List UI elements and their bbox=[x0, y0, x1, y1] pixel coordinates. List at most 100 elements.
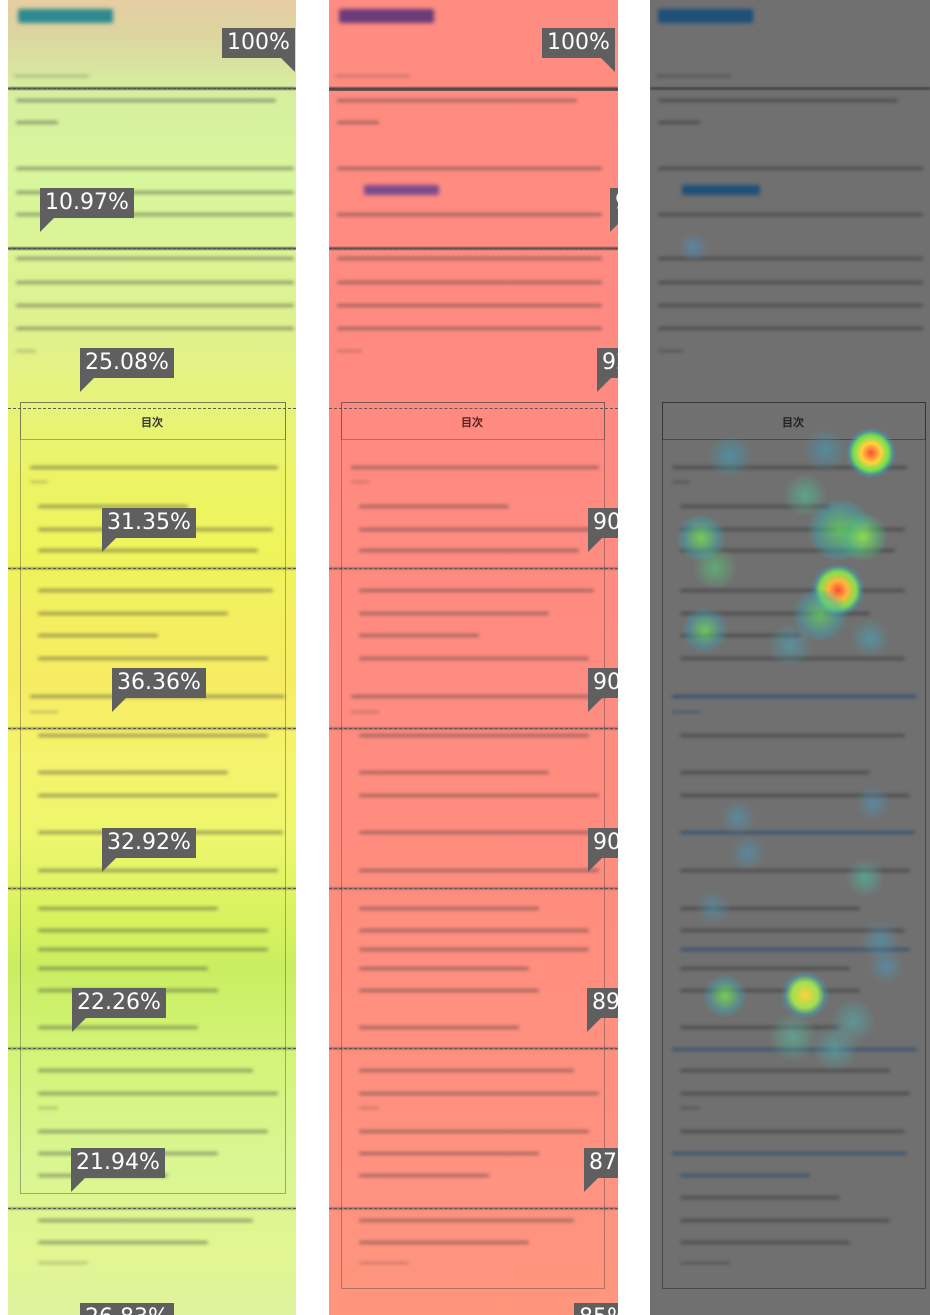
attention-heatmap-panel: 目次 100% 10.97% 25.08% 31.35% 36.36% 32.9… bbox=[8, 0, 296, 1315]
blurred-text-line bbox=[672, 466, 907, 469]
fold-line bbox=[8, 248, 296, 249]
blurred-text-line bbox=[30, 711, 58, 713]
blurred-text-line bbox=[359, 1069, 574, 1072]
blurred-text-line bbox=[38, 907, 218, 910]
blurred-text-line bbox=[359, 948, 589, 951]
blurred-text-line bbox=[16, 327, 294, 330]
blurred-text-line bbox=[16, 213, 294, 216]
blurred-text-line bbox=[16, 121, 58, 124]
fold-line bbox=[8, 88, 296, 89]
fold-line bbox=[329, 568, 618, 569]
blurred-text-line bbox=[359, 1130, 589, 1133]
blurred-text-line bbox=[680, 1262, 730, 1264]
fold-line bbox=[329, 88, 618, 91]
toc-title: 目次 bbox=[782, 416, 804, 429]
attention-rate-label: 100% bbox=[222, 28, 295, 72]
scroll-reach-heatmap-panel: 目次 100% 97% 92% 90% 90% 90% 89% 87% 85% bbox=[329, 0, 618, 1315]
scroll-reach-label: 90% bbox=[588, 508, 618, 552]
blurred-text-line bbox=[359, 1219, 574, 1222]
blurred-text-line bbox=[351, 481, 369, 483]
blurred-text-line bbox=[680, 505, 830, 508]
blurred-text-line bbox=[658, 167, 923, 170]
attention-rate-label: 21.94% bbox=[71, 1148, 165, 1192]
blurred-text-line bbox=[672, 1152, 907, 1155]
blurred-text-line bbox=[38, 794, 278, 797]
blurred-text-line bbox=[351, 695, 606, 698]
scroll-reach-label: 97% bbox=[610, 188, 618, 232]
fold-line bbox=[329, 888, 618, 889]
blurred-text-line bbox=[359, 1174, 489, 1177]
toc-header-box bbox=[662, 402, 926, 440]
blurred-text-line bbox=[680, 549, 895, 552]
attention-rate-label: 26.83% bbox=[80, 1303, 174, 1315]
blurred-text-line bbox=[30, 481, 48, 483]
attention-rate-label: 31.35% bbox=[102, 508, 196, 552]
category-tag bbox=[339, 9, 434, 23]
blurred-text-line bbox=[359, 929, 589, 932]
blurred-text-line bbox=[680, 1092, 910, 1095]
table-of-contents bbox=[662, 402, 926, 1289]
blurred-text-line bbox=[359, 907, 539, 910]
blurred-text-line bbox=[658, 99, 898, 102]
blurred-text-line bbox=[656, 75, 731, 77]
blurred-text-line bbox=[337, 213, 602, 216]
section-divider bbox=[650, 87, 930, 90]
blurred-text-line bbox=[337, 327, 602, 330]
blurred-text-line bbox=[359, 1262, 409, 1264]
blurred-text-line bbox=[38, 549, 258, 552]
fold-line bbox=[329, 408, 618, 409]
fold-line bbox=[8, 888, 296, 889]
blurred-text-line bbox=[680, 1130, 905, 1133]
blurred-text-line bbox=[680, 634, 800, 637]
blurred-text-line bbox=[38, 589, 273, 592]
scroll-reach-label: 87% bbox=[584, 1148, 618, 1192]
blurred-text-line bbox=[359, 528, 594, 531]
blurred-text-line bbox=[337, 281, 602, 284]
table-of-contents bbox=[341, 402, 605, 1289]
fold-line bbox=[329, 728, 618, 729]
blurred-text-line bbox=[680, 1241, 850, 1244]
fold-line bbox=[8, 728, 296, 729]
blurred-text-line bbox=[359, 989, 539, 992]
blurred-text-line bbox=[38, 657, 268, 660]
blurred-text-line bbox=[337, 304, 602, 307]
blurred-text-line bbox=[680, 734, 905, 737]
blurred-text-line bbox=[359, 967, 529, 970]
fold-line bbox=[8, 568, 296, 569]
category-tag bbox=[658, 9, 753, 23]
blurred-text-line bbox=[680, 771, 870, 774]
blurred-text-line bbox=[38, 869, 278, 872]
blurred-text-line bbox=[16, 191, 294, 194]
attention-rate-label: 36.36% bbox=[112, 668, 206, 712]
blurred-text-line bbox=[658, 350, 683, 352]
blurred-text-line bbox=[337, 350, 362, 352]
blurred-text-line bbox=[38, 771, 228, 774]
blurred-text-line bbox=[359, 657, 589, 660]
fold-line bbox=[329, 1208, 618, 1209]
blurred-text-line bbox=[38, 1130, 268, 1133]
blurred-text-line bbox=[351, 466, 599, 469]
blurred-text-line bbox=[658, 213, 923, 216]
blurred-text-line bbox=[672, 695, 917, 698]
toc-header-box bbox=[20, 402, 286, 440]
blurred-text-line bbox=[680, 1196, 840, 1199]
scroll-reach-label: 92% bbox=[597, 348, 618, 392]
blurred-text-line bbox=[38, 1219, 253, 1222]
blurred-text-line bbox=[359, 505, 509, 508]
category-tag bbox=[18, 9, 113, 23]
attention-rate-label: 22.26% bbox=[72, 988, 166, 1032]
blurred-text-line bbox=[680, 948, 910, 951]
scroll-reach-label: 100% bbox=[542, 28, 615, 72]
toc-title: 目次 bbox=[141, 416, 163, 429]
click-heatmap-panel: 目次 bbox=[650, 0, 930, 1315]
blurred-text-line bbox=[680, 869, 910, 872]
blurred-text-line bbox=[359, 869, 599, 872]
fold-line bbox=[8, 1048, 296, 1049]
fold-line bbox=[8, 1208, 296, 1209]
blurred-text-line bbox=[359, 1092, 599, 1095]
blurred-text-line bbox=[672, 711, 700, 713]
blurred-text-line bbox=[680, 528, 905, 531]
toc-header-box bbox=[341, 402, 605, 440]
blurred-text-line bbox=[359, 1107, 379, 1109]
